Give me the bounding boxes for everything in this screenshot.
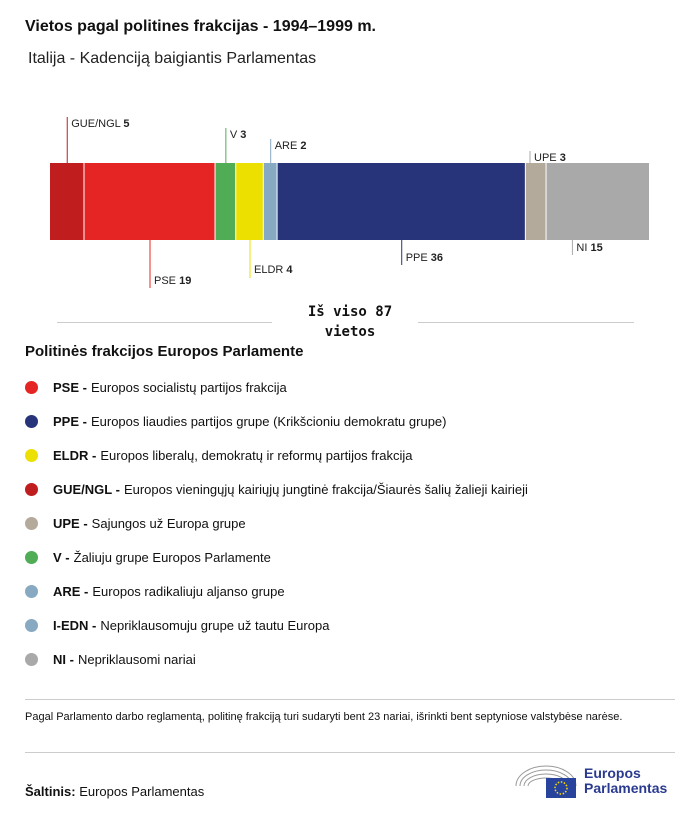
legend-swatch — [25, 448, 38, 462]
legend-item: ELDR - Europos liberalų, demokratų ir ref… — [25, 438, 528, 472]
legend-name: Sajungos už Europa grupe — [91, 515, 246, 531]
data-label: ELDR 4 — [254, 264, 293, 276]
logo-line2: Parlamentas — [584, 780, 668, 796]
chart-subtitle: Italija - Kadenciją baigiantis Parlament… — [28, 50, 317, 67]
total-seats: Iš viso 87 vietos — [275, 302, 425, 342]
data-label: PPE 36 — [406, 252, 443, 264]
data-label: ARE 2 — [275, 140, 307, 152]
legend-swatch — [25, 414, 38, 428]
legend-code: NI - — [53, 651, 74, 667]
data-label: UPE 3 — [534, 152, 566, 164]
legend-code: V - — [53, 549, 70, 565]
source: Šaltinis: Europos Parlamentas — [25, 784, 204, 799]
bar-eldr — [236, 163, 263, 240]
bar-gue-ngl — [50, 163, 84, 240]
legend-title: Politinės frakcijos Europos Parlamente — [25, 343, 304, 360]
legend: PSE - Europos socialistų partijos frakcij… — [25, 370, 528, 676]
stacked-bar-chart: GUE/NGL 5 PSE 19 V 3 ELDR 4 ARE 2 PPE 36 UPE 3… — [50, 117, 649, 288]
legend-swatch — [25, 618, 38, 632]
legend-swatch — [25, 550, 38, 564]
data-label: NI 15 — [576, 242, 602, 254]
bar-pse — [84, 163, 215, 240]
source-value: Europos Parlamentas — [79, 784, 205, 799]
legend-swatch — [25, 516, 38, 530]
legend-item: I-EDN - Nepriklausomuju grupe už tautu Eu… — [25, 608, 528, 642]
data-label: PSE 19 — [154, 275, 191, 287]
legend-swatch — [25, 652, 38, 666]
chart-title: Vietos pagal politines frakcijas - 1994–… — [25, 18, 376, 35]
legend-name: Europos vieningųjų kairiųjų jungtinė fra… — [123, 481, 528, 497]
legend-swatch — [25, 380, 38, 394]
legend-code: PPE - — [53, 413, 87, 429]
legend-name: Nepriklausomuju grupe už tautu Europa — [100, 617, 330, 633]
legend-item: PSE - Europos socialistų partijos frakcij… — [25, 370, 528, 404]
legend-item: UPE - Sajungos už Europa grupe — [25, 506, 528, 540]
legend-code: ARE - — [53, 583, 89, 599]
legend-name: Europos liaudies partijos grupe (Krikšci… — [90, 413, 447, 429]
legend-code: I-EDN - — [53, 617, 97, 633]
logo-line1: Europos — [584, 765, 641, 781]
bar-are — [263, 163, 277, 240]
ep-logo: Europos Parlamentas — [514, 762, 667, 800]
legend-item: ARE - Europos radikaliuju aljanso grupe — [25, 574, 528, 608]
legend-swatch — [25, 482, 38, 496]
legend-code: GUE/NGL - — [53, 481, 120, 497]
data-label: GUE/NGL 5 — [71, 118, 129, 130]
legend-code: PSE - — [53, 379, 87, 395]
legend-item: PPE - Europos liaudies partijos grupe (Kr… — [25, 404, 528, 438]
legend-code: ELDR - — [53, 447, 97, 463]
bar-ppe — [277, 163, 525, 240]
bar-ni — [546, 163, 649, 240]
legend-item: V - Žaliuju grupe Europos Parlamente — [25, 540, 528, 574]
footnote: Pagal Parlamento darbo reglamentą, polit… — [25, 711, 623, 723]
legend-name: Žaliuju grupe Europos Parlamente — [73, 549, 271, 565]
divider — [57, 322, 272, 323]
parliament-logo-icon — [515, 765, 577, 798]
divider — [25, 752, 675, 753]
legend-code: UPE - — [53, 515, 88, 531]
total-line2: vietos — [324, 324, 376, 340]
divider — [25, 699, 675, 700]
legend-item: GUE/NGL - Europos vieningųjų kairiųjų jun… — [25, 472, 528, 506]
data-label: V 3 — [230, 129, 247, 141]
legend-name: Europos radikaliuju aljanso grupe — [92, 583, 285, 599]
total-line1: Iš viso 87 — [307, 304, 393, 320]
legend-name: Europos liberalų, demokratų ir reformų p… — [100, 447, 413, 463]
legend-name: Europos socialistų partijos frakcija — [90, 379, 287, 395]
bar-v — [215, 163, 236, 240]
legend-swatch — [25, 584, 38, 598]
divider — [418, 322, 634, 323]
bar-upe — [525, 163, 546, 240]
legend-item: NI - Nepriklausomi nariai — [25, 642, 528, 676]
source-label: Šaltinis: — [25, 784, 76, 799]
legend-name: Nepriklausomi nariai — [77, 651, 196, 667]
